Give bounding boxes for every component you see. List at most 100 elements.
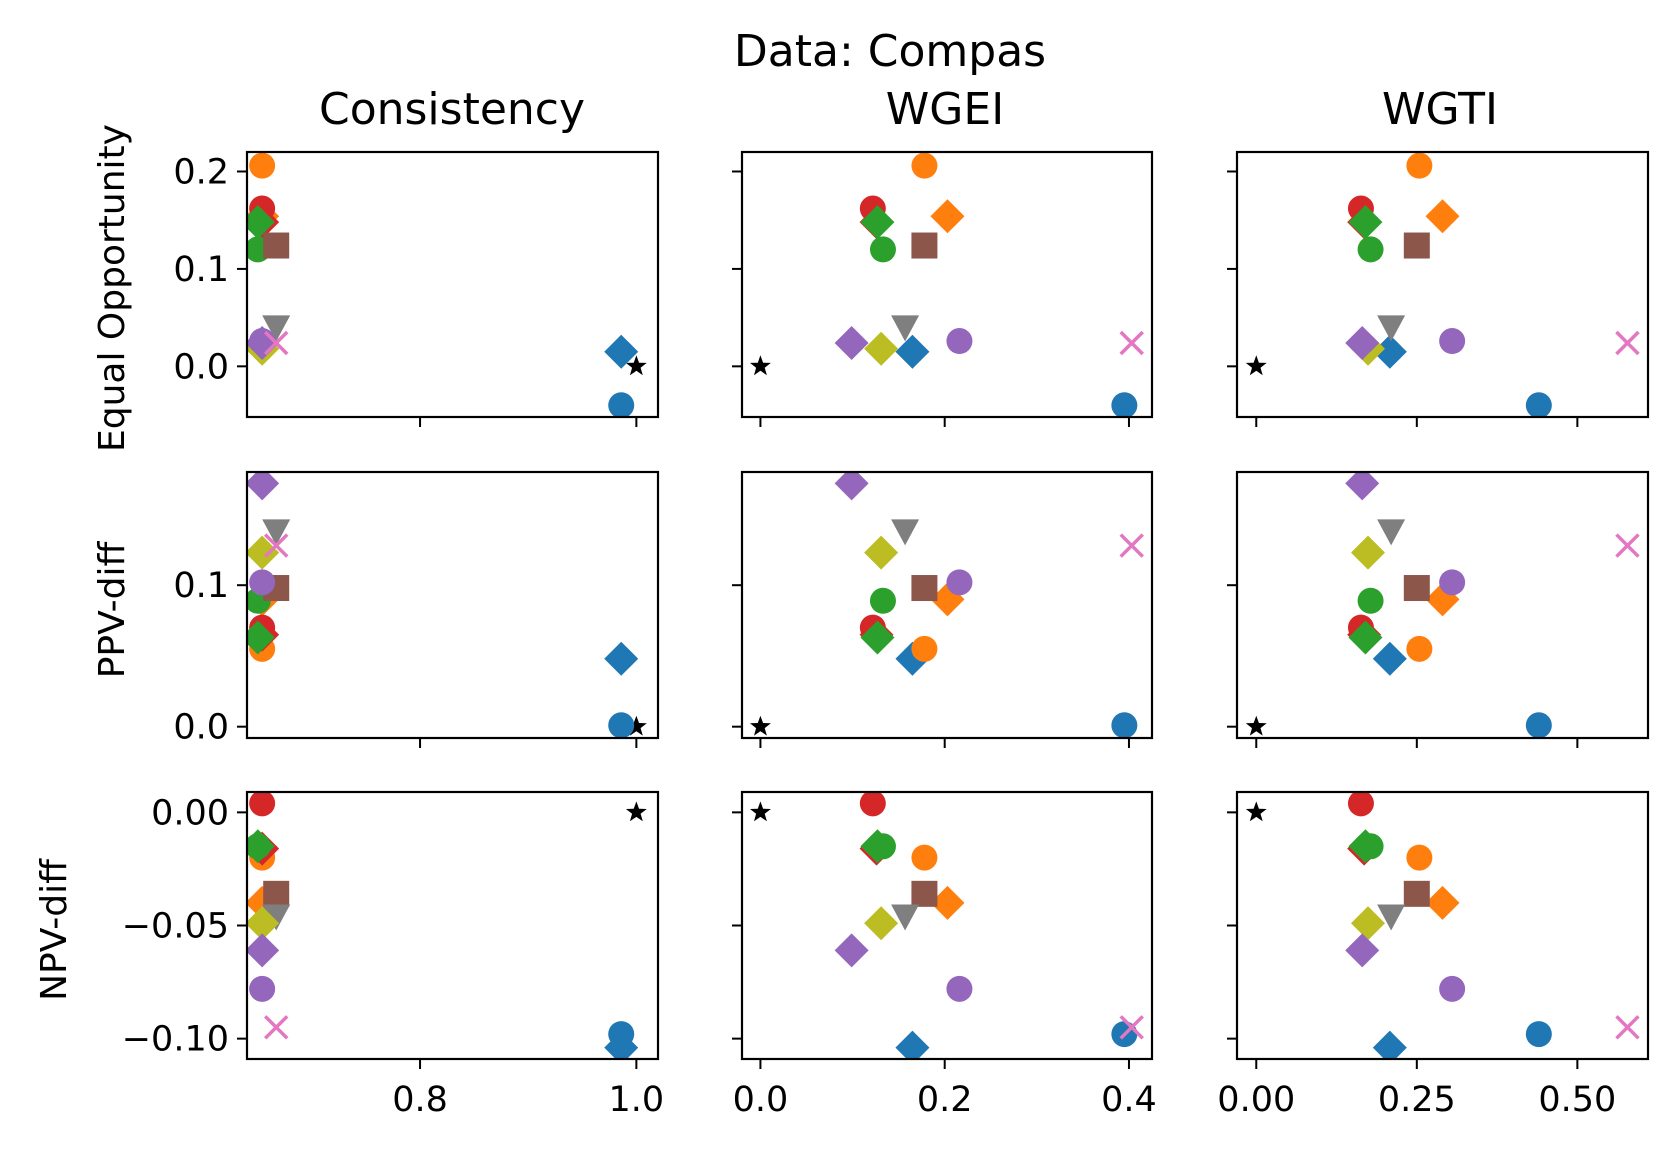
point-orange-diamond xyxy=(1425,885,1460,920)
scatter-points xyxy=(247,472,647,738)
point-brown-square xyxy=(911,880,938,907)
y-tick-label: 0.2 xyxy=(173,152,229,192)
point-blue-diamond xyxy=(1372,1030,1407,1059)
point-olive-diamond xyxy=(864,906,899,941)
panel-eo-wgei xyxy=(732,150,1154,427)
scatter-points xyxy=(1245,472,1640,738)
column-title-wgei: WGEI xyxy=(886,84,1004,135)
point-orange-circle xyxy=(911,844,938,871)
point-black-star xyxy=(625,715,647,736)
point-orange-diamond xyxy=(247,885,280,920)
point-gray-triangle_down xyxy=(1377,315,1406,342)
y-tick-label: 0.0 xyxy=(173,708,229,748)
point-red-circle xyxy=(249,792,276,817)
point-olive-diamond xyxy=(864,535,899,570)
point-pink-x xyxy=(1119,533,1144,558)
point-olive-diamond xyxy=(1351,535,1386,570)
y-tick-label: −0.05 xyxy=(122,907,229,947)
point-purple-circle xyxy=(249,569,276,596)
point-blue-circle xyxy=(1111,712,1138,738)
y-tick-label: 0.00 xyxy=(151,793,229,833)
point-blue-diamond xyxy=(1372,334,1407,369)
point-brown-square xyxy=(911,232,938,259)
point-olive-diamond xyxy=(1351,906,1386,941)
point-blue-diamond xyxy=(1372,641,1407,676)
point-purple-diamond xyxy=(247,472,280,501)
point-blue-diamond xyxy=(604,641,639,676)
point-orange-circle xyxy=(1406,844,1433,871)
panel-eo-consistency: 0.0 0.1 0.2 xyxy=(173,150,660,427)
scatter-points xyxy=(750,792,1144,1059)
point-purple-diamond xyxy=(1345,933,1380,968)
point-olive-diamond xyxy=(247,906,280,941)
axes-frame xyxy=(740,790,1154,1061)
point-blue-diamond xyxy=(895,1030,930,1059)
point-pink-x xyxy=(1119,1015,1144,1040)
point-green-diamond xyxy=(860,829,895,864)
axes-frame xyxy=(245,150,660,419)
column-title-consistency: Consistency xyxy=(319,84,585,135)
point-blue-diamond xyxy=(604,1030,639,1059)
point-black-star xyxy=(625,355,647,376)
point-green-circle xyxy=(869,587,896,614)
point-orange-circle xyxy=(911,152,938,179)
point-olive-diamond xyxy=(864,331,899,366)
point-green-circle xyxy=(1357,236,1384,263)
point-purple-circle xyxy=(1439,328,1466,355)
point-blue-diamond xyxy=(604,334,639,369)
point-red-circle xyxy=(859,792,886,817)
point-orange-diamond xyxy=(1425,199,1460,234)
point-pink-x xyxy=(263,330,289,356)
point-green-diamond xyxy=(1348,620,1383,655)
x-tick-label: 0.8 xyxy=(392,1080,448,1120)
point-pink-x xyxy=(1615,533,1640,558)
point-gray-triangle_down xyxy=(891,315,920,342)
point-pink-x xyxy=(263,533,289,558)
point-purple-circle xyxy=(1439,975,1466,1002)
point-green-circle xyxy=(869,236,896,263)
point-blue-circle xyxy=(608,712,635,738)
point-blue-circle xyxy=(1525,1021,1552,1048)
point-brown-square xyxy=(911,575,938,602)
point-red-circle xyxy=(1347,792,1374,817)
point-purple-diamond xyxy=(1345,325,1380,360)
point-black-star xyxy=(750,801,771,822)
panel-ppv-consistency: 0.0 0.1 xyxy=(173,470,660,748)
y-tick-label: −0.10 xyxy=(122,1020,229,1060)
point-orange-diamond xyxy=(930,885,965,920)
panel-eo-wgti xyxy=(1227,150,1650,427)
point-purple-diamond xyxy=(834,933,869,968)
point-purple-diamond xyxy=(247,325,280,360)
point-blue-circle xyxy=(1111,392,1138,417)
point-gray-triangle_down xyxy=(891,519,920,546)
point-pink-x xyxy=(1615,330,1640,356)
scatter-points xyxy=(1245,152,1640,417)
axes-frame xyxy=(245,470,660,740)
point-black-star xyxy=(1245,715,1267,736)
point-orange-circle xyxy=(1406,635,1433,662)
point-black-star xyxy=(1245,355,1267,376)
point-orange-circle xyxy=(911,635,938,662)
row-ylabel-equal-opportunity: Equal Opportunity xyxy=(92,124,133,452)
x-tick-label: 1.0 xyxy=(609,1080,665,1120)
y-tick-label: 0.1 xyxy=(173,250,229,290)
point-orange-diamond xyxy=(930,199,965,234)
panel-ppv-wgti xyxy=(1227,470,1650,748)
row-ylabel-ppv-diff: PPV-diff xyxy=(92,541,133,679)
point-green-diamond xyxy=(1348,829,1383,864)
x-tick-label: 0.2 xyxy=(917,1080,973,1120)
point-gray-triangle_down xyxy=(1377,904,1406,931)
point-blue-diamond xyxy=(895,334,930,369)
row-ylabel-npv-diff: NPV-diff xyxy=(34,858,75,1001)
column-title-wgti: WGTI xyxy=(1382,84,1498,135)
point-gray-triangle_down xyxy=(891,904,920,931)
point-pink-x xyxy=(1119,330,1144,356)
point-brown-square xyxy=(1403,232,1430,259)
point-brown-square xyxy=(263,880,290,907)
x-tick-label: 0.0 xyxy=(733,1080,789,1120)
point-blue-circle xyxy=(1525,392,1552,417)
subplot-grid: 0.00.10.20.00.10.00−0.05−0.100.8 1.0 0.0 0.… xyxy=(122,150,1650,1120)
axes-frame xyxy=(1235,790,1650,1061)
point-green-diamond xyxy=(247,205,275,240)
